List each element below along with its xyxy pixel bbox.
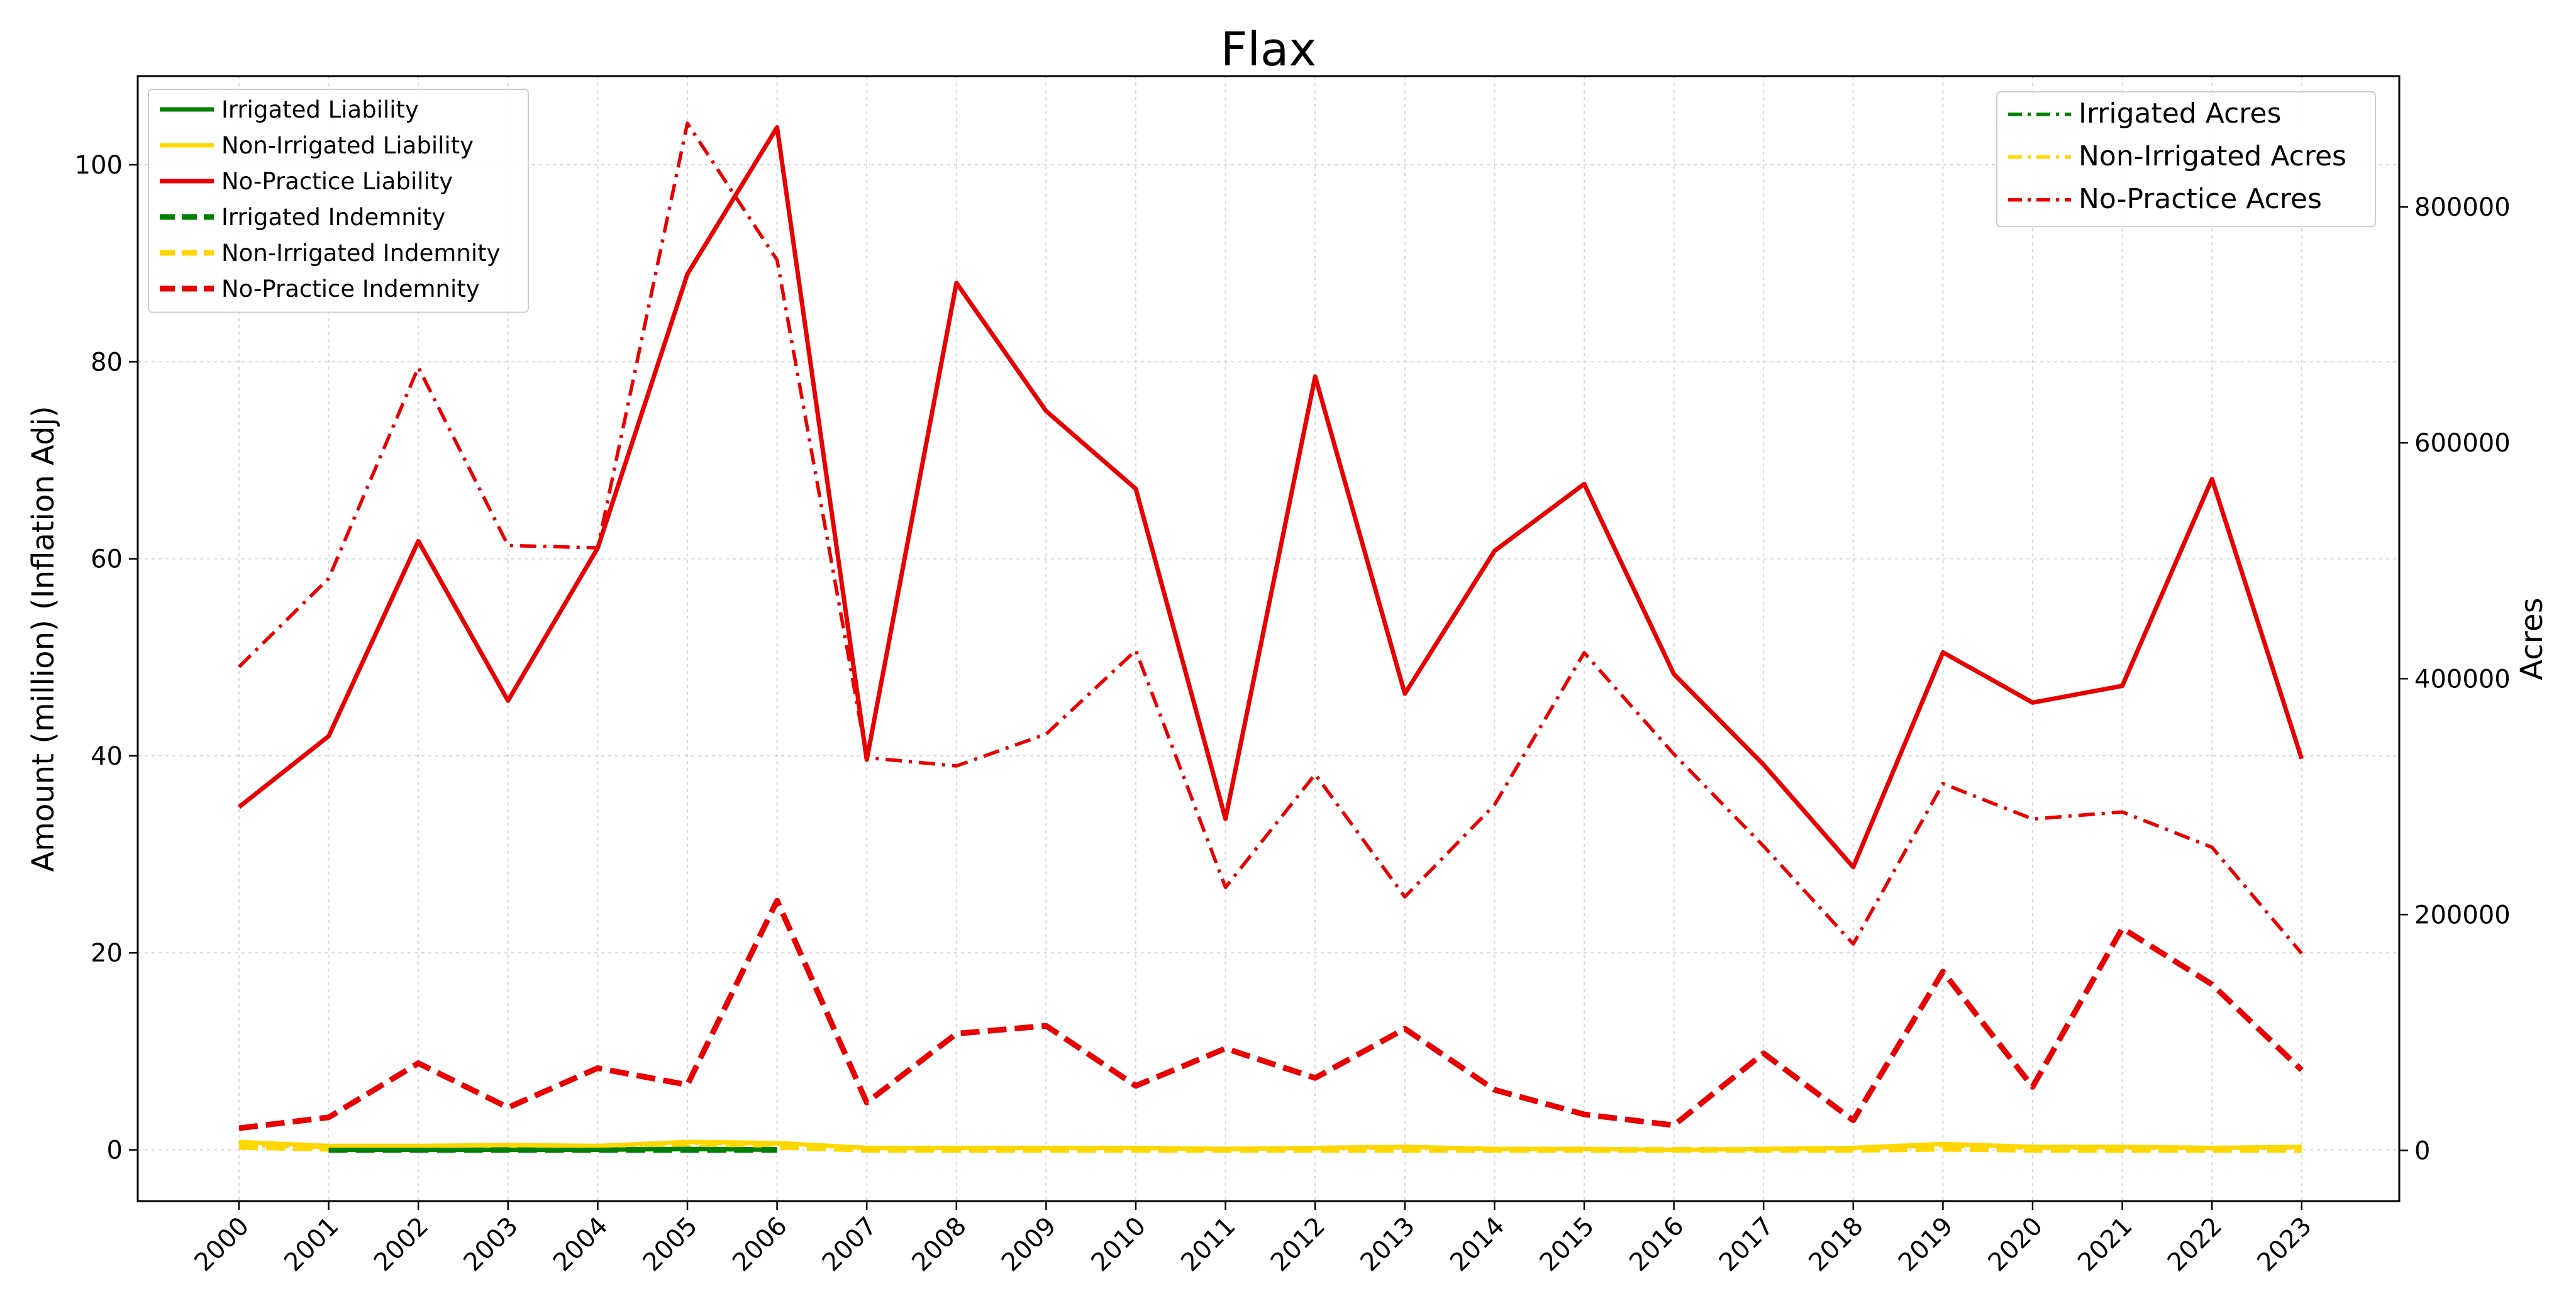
y-tick-label: 0 (107, 1136, 123, 1165)
legend-left: Irrigated Liability Non-Irrigated Liabili… (148, 89, 529, 313)
x-tick-label: 2004 (548, 1212, 614, 1278)
no-practice-indemnity-line (238, 897, 2304, 1131)
no-practice-acres-line (238, 121, 2303, 955)
x-tick-label: 2016 (1624, 1212, 1690, 1278)
x-tick-label: 2019 (1893, 1212, 1959, 1278)
x-tick-label: 2003 (458, 1212, 524, 1278)
y-axis-right: 0 200000 400000 600000 800000 (2399, 193, 2511, 1165)
x-tick-label: 2011 (1175, 1212, 1241, 1278)
x-tick-label: 2000 (189, 1212, 255, 1278)
x-tick-label: 2015 (1535, 1212, 1601, 1278)
y2-tick-label: 400000 (2414, 665, 2511, 694)
y2-tick-label: 600000 (2414, 429, 2511, 458)
chart-title: Flax (1221, 23, 1316, 77)
x-tick-label: 2012 (1265, 1212, 1331, 1278)
x-tick-label: 2023 (2251, 1212, 2318, 1278)
legend-left-item-frame (148, 89, 529, 313)
x-tick-label: 2013 (1355, 1212, 1421, 1278)
x-tick-label: 2014 (1445, 1212, 1511, 1278)
x-tick-label: 2010 (1086, 1212, 1152, 1278)
x-tick-label: 2008 (906, 1212, 972, 1278)
x-tick-label: 2007 (817, 1212, 883, 1278)
x-axis: 2000 2001 2002 2003 2004 2005 2006 2007 2008 2009… (189, 1201, 2318, 1277)
legend-left-item-label: Non-Irrigated Liability (221, 132, 474, 159)
x-tick-label: 2018 (1803, 1212, 1869, 1278)
x-tick-label: 2001 (279, 1212, 345, 1278)
irrigated-liability-line (328, 1146, 777, 1152)
y-tick-label: 20 (91, 939, 123, 968)
y-tick-label: 80 (91, 348, 123, 377)
series-lines (237, 121, 2304, 1153)
legend-left-item-label: No-Practice Indemnity (221, 275, 480, 302)
x-tick-label: 2006 (727, 1212, 793, 1278)
x-tick-label: 2021 (2072, 1212, 2138, 1278)
legend-right-item-label: Irrigated Acres (2079, 97, 2281, 130)
legend-right-item-label: No-Practice Acres (2079, 183, 2322, 215)
y-tick-label: 40 (91, 742, 123, 771)
non-irrigated-liability-line (238, 1139, 2302, 1152)
y2-tick-label: 800000 (2414, 193, 2511, 222)
legend-left-item-label: Irrigated Indemnity (221, 204, 445, 231)
y-axis-label: Amount (million) (Inflation Adj) (26, 406, 61, 872)
legend-right-item-frame (1996, 91, 2376, 228)
legend-right: Irrigated Acres Non-Irrigated Acres No-Pra… (1996, 91, 2376, 228)
legend-right-item-label: Non-Irrigated Acres (2079, 140, 2346, 172)
plot-frame (136, 75, 2401, 1202)
x-tick-label: 2022 (2162, 1212, 2228, 1278)
y2-tick-label: 0 (2414, 1136, 2430, 1165)
x-tick-label: 2005 (638, 1212, 704, 1278)
legend-left-item-label: Irrigated Liability (221, 96, 419, 123)
x-tick-label: 2020 (1983, 1212, 2049, 1278)
x-tick-label: 2017 (1714, 1212, 1780, 1278)
y2-axis-label: Acres (2514, 597, 2550, 680)
y-tick-label: 60 (91, 545, 123, 574)
legend-left-item-label: No-Practice Liability (221, 168, 453, 195)
no-practice-liability-line (237, 125, 2304, 870)
x-tick-label: 2002 (369, 1212, 435, 1278)
grid (138, 76, 2399, 1201)
y2-tick-label: 200000 (2414, 901, 2511, 929)
legend-left-item-label: Non-Irrigated Indemnity (221, 240, 501, 267)
y-axis-left: 0 20 40 60 80 100 (75, 151, 138, 1165)
y-tick-label: 100 (75, 151, 123, 180)
x-tick-label: 2009 (996, 1212, 1062, 1278)
